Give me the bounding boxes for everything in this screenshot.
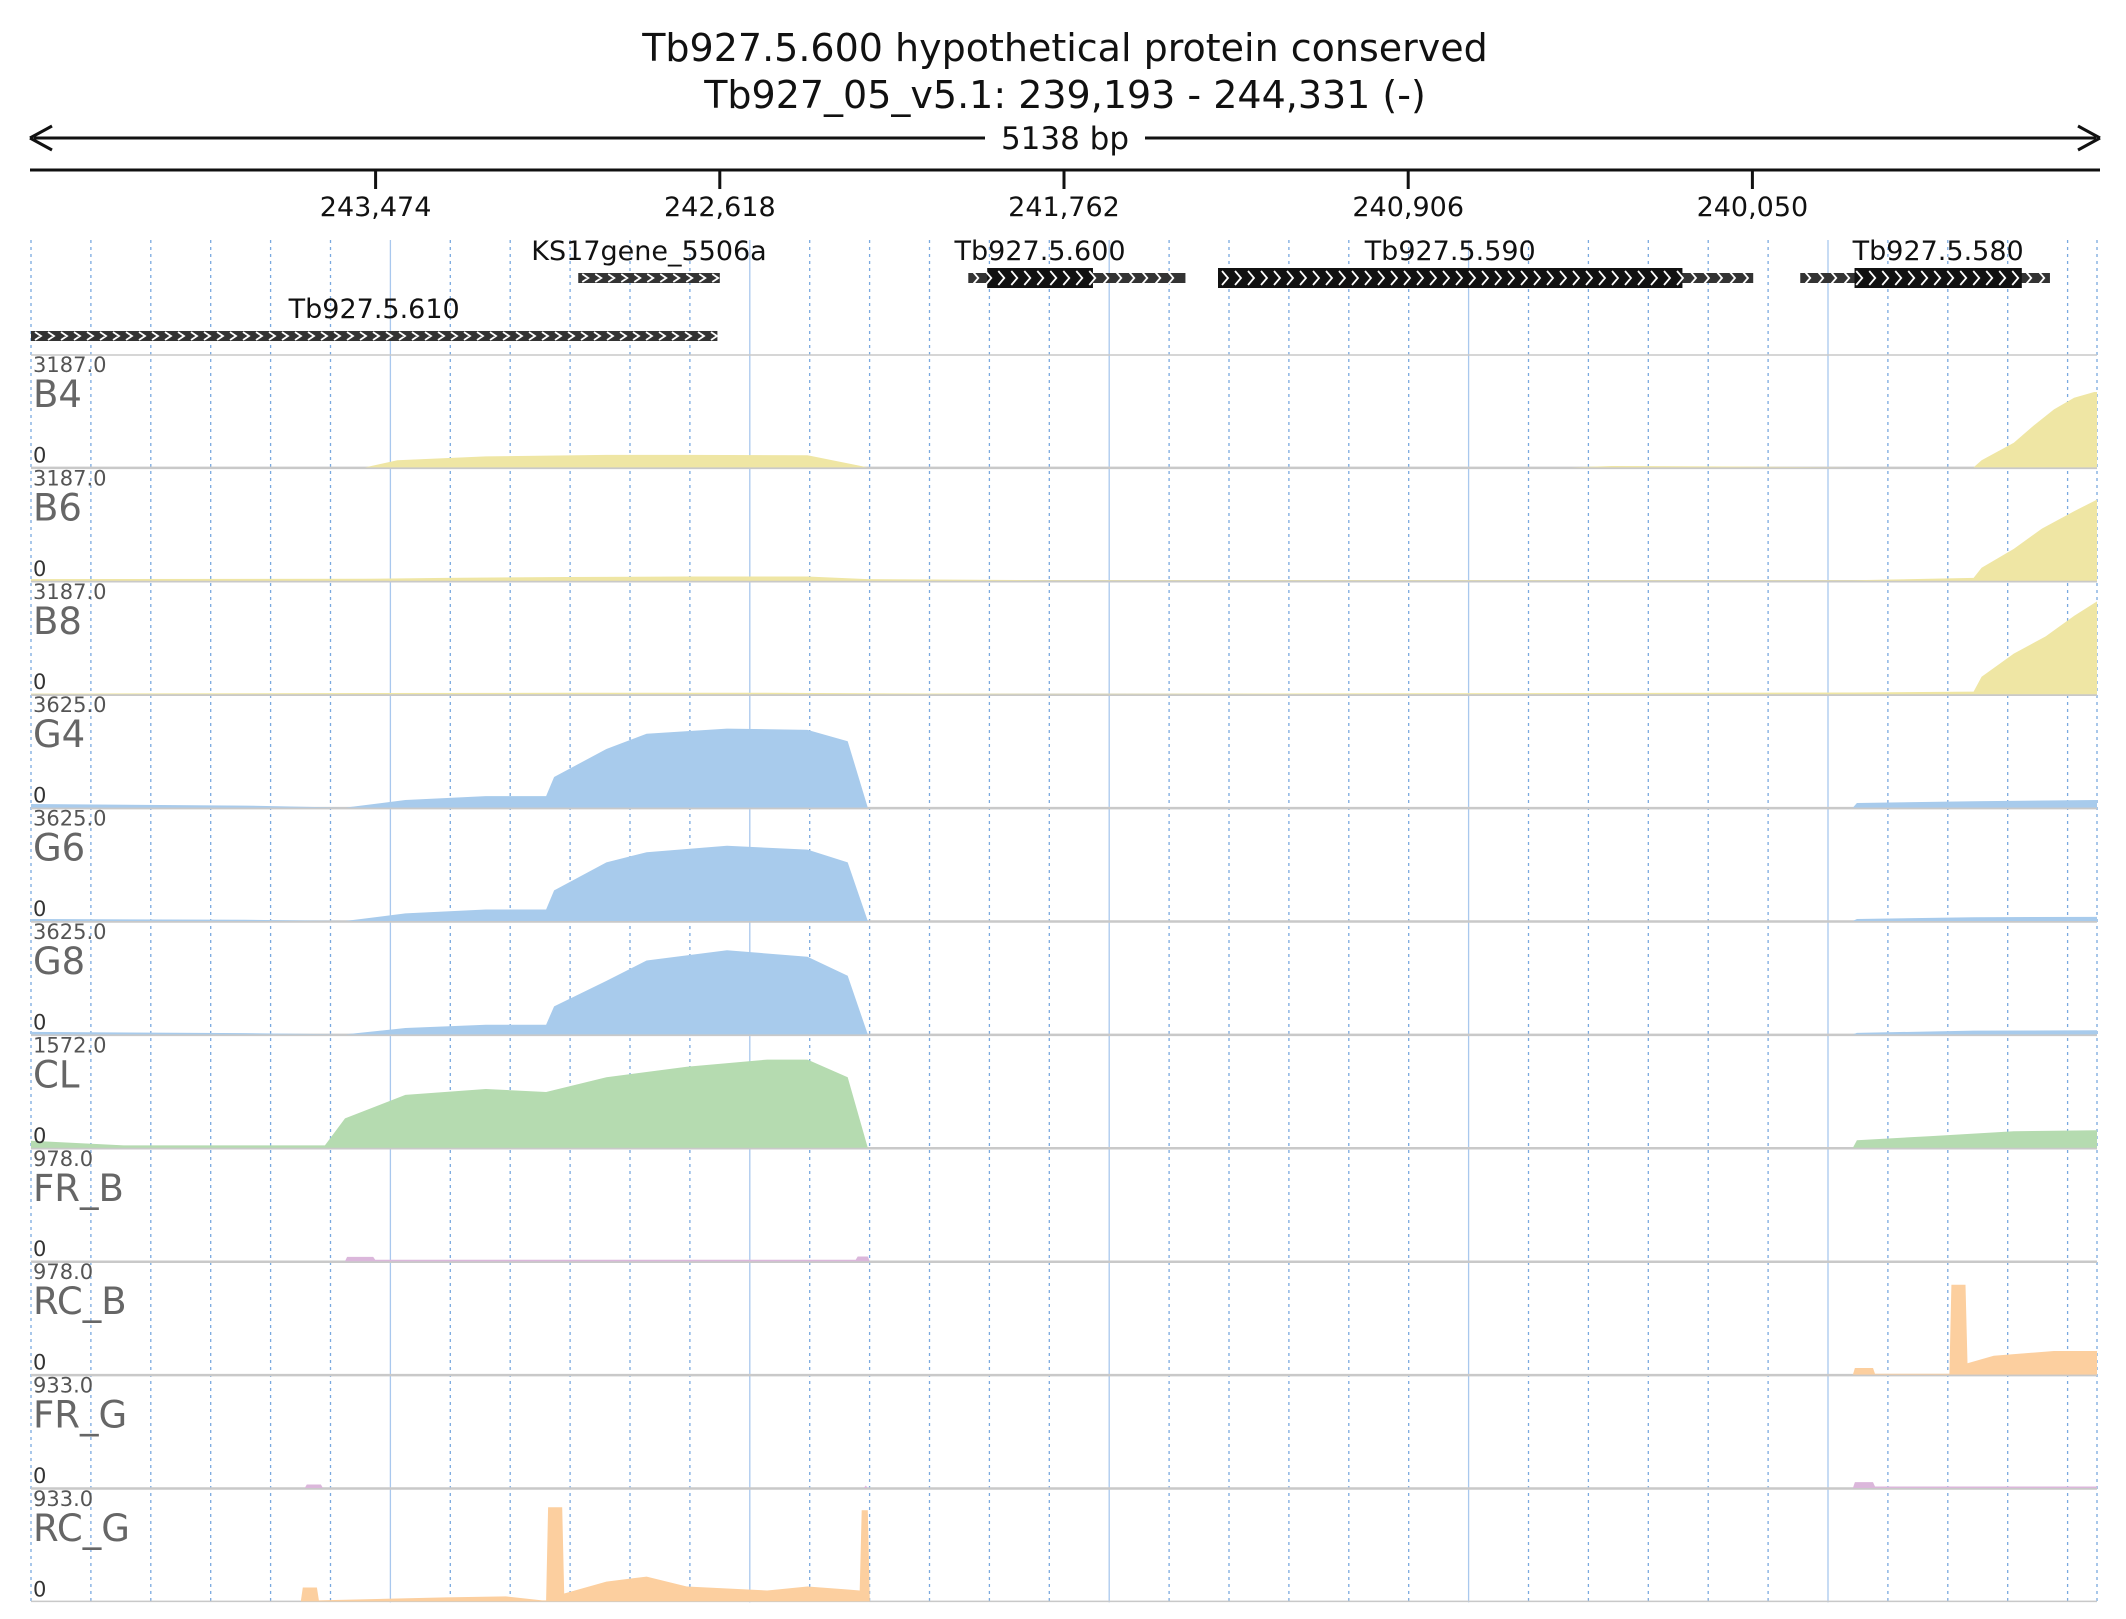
- track-name: B4: [33, 373, 82, 416]
- track-zero-label: 0: [33, 784, 46, 808]
- track-fr-b: 978.0FR_B 0: [31, 1147, 2097, 1262]
- track-fr-g: 933.0FR_G 0: [31, 1374, 2097, 1489]
- track-b6: 3187.0B6 0: [31, 466, 2097, 582]
- track-b8: 3187.0B8 0: [31, 580, 2097, 695]
- track-g8: 3625.0G8 0: [31, 920, 2097, 1036]
- span-ruler: 5138 bp: [29, 121, 2101, 157]
- gene-feature: Tb927.5.590: [1218, 236, 1754, 288]
- gene-utr-bar: [31, 331, 718, 341]
- track-name: B8: [33, 600, 82, 643]
- track-max-label: 3187.0: [33, 353, 106, 377]
- chart-title: Tb927.5.600 hypothetical protein conserv…: [641, 26, 1488, 70]
- track-max-label: 1572.0: [33, 1033, 106, 1057]
- track-zero-label: 0: [33, 1124, 46, 1148]
- track-name: CL: [33, 1053, 80, 1096]
- track-name: FR_G: [33, 1394, 127, 1437]
- track-name: G4: [33, 713, 85, 756]
- track-zero-label: 0: [33, 1237, 46, 1261]
- track-zero-label: 0: [33, 670, 46, 694]
- gene-feature: KS17gene_5506a: [531, 236, 767, 283]
- track-name: FR_B: [33, 1167, 124, 1210]
- track-g6: 3625.0G6 0: [31, 807, 2097, 922]
- track-name: RC_G: [33, 1507, 130, 1550]
- track-max-label: 3625.0: [33, 693, 106, 717]
- gene-label: Tb927.5.580: [1852, 236, 2024, 267]
- gene-label: KS17gene_5506a: [531, 236, 766, 267]
- strand-arrows-icon: [1221, 270, 1750, 286]
- span-label: 5138 bp: [1001, 121, 1129, 157]
- track-cl: 1572.0CL 0: [31, 1033, 2097, 1149]
- track-max-label: 978.0: [33, 1260, 93, 1284]
- gene-label: Tb927.5.590: [1364, 236, 1536, 267]
- track-zero-label: 0: [33, 1464, 46, 1488]
- track-zero-label: 0: [33, 1577, 46, 1601]
- gene-label: Tb927.5.610: [288, 294, 460, 325]
- gene-cds-bar: [1218, 268, 1683, 288]
- coverage-tracks: 3187.0B403187.0B603187.0B803625.0G403625…: [31, 353, 2097, 1603]
- strand-arrows-icon: [1803, 270, 2046, 286]
- track-zero-label: 0: [33, 557, 46, 581]
- gene-utr-bar: [578, 273, 720, 283]
- axis-tick-label: 243,474: [320, 192, 432, 223]
- track-g4: 3625.0G4 0: [31, 693, 2097, 809]
- track-zero-label: 0: [33, 443, 46, 467]
- track-max-label: 3187.0: [33, 466, 106, 490]
- gene-track: KS17gene_5506a Tb927.5.600 Tb927.5.590 Tb92…: [31, 236, 2050, 341]
- axis-tick-label: 241,762: [1008, 192, 1120, 223]
- strand-arrows-icon: [971, 270, 1175, 286]
- chart-subtitle: Tb927_05_v5.1: 239,193 - 244,331 (-): [703, 73, 1426, 117]
- track-zero-label: 0: [33, 1010, 46, 1034]
- span-arrow-left-icon: [29, 124, 53, 152]
- track-max-label: 933.0: [33, 1374, 93, 1398]
- coverage-area: [31, 1482, 2097, 1488]
- track-name: G6: [33, 827, 85, 870]
- track-rc-b: 978.0RC_B 0: [31, 1260, 2097, 1376]
- track-name: G8: [33, 940, 85, 983]
- gene-feature: Tb927.5.610: [31, 294, 719, 341]
- axis-tick-label: 240,050: [1697, 192, 1809, 223]
- track-max-label: 3625.0: [33, 920, 106, 944]
- track-zero-label: 0: [33, 1351, 46, 1375]
- axis-ticks: 243,474 242,618 241,762 240,906 240,050: [320, 170, 1808, 223]
- track-rc-g: 933.0RC_G 0: [31, 1487, 2097, 1603]
- coverage-area: [31, 1256, 2097, 1262]
- axis-tick-label: 240,906: [1352, 192, 1464, 223]
- gene-feature: Tb927.5.580: [1800, 236, 2050, 288]
- track-name: B6: [33, 486, 82, 529]
- coverage-area: [31, 1507, 2097, 1602]
- track-max-label: 3625.0: [33, 807, 106, 831]
- track-max-label: 3187.0: [33, 580, 106, 604]
- strand-arrows-icon: [34, 331, 719, 341]
- track-max-label: 978.0: [33, 1147, 93, 1171]
- coverage-area: [31, 1059, 2097, 1148]
- strand-arrows-icon: [581, 273, 720, 283]
- gene-label: Tb927.5.600: [954, 236, 1126, 267]
- span-arrow-right-icon: [2077, 124, 2101, 152]
- track-max-label: 933.0: [33, 1487, 93, 1511]
- track-zero-label: 0: [33, 897, 46, 921]
- track-name: RC_B: [33, 1280, 127, 1323]
- track-b4: 3187.0B4 0: [31, 353, 2097, 469]
- gene-feature: Tb927.5.600: [954, 236, 1186, 288]
- gene-cds-bar: [1854, 268, 2022, 288]
- axis-tick-label: 242,618: [664, 192, 776, 223]
